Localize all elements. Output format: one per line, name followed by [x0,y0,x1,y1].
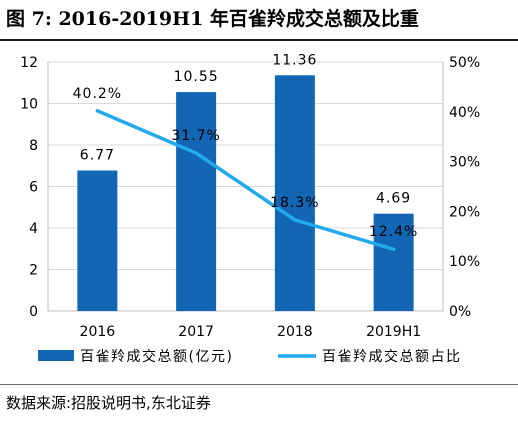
y-left-tick-label: 12 [20,55,38,71]
line-point [95,109,99,113]
y-left-tick-label: 6 [29,180,38,196]
y-left-tick-label: 8 [29,138,38,154]
bar [373,213,414,311]
line-value-label: 18.3% [270,195,319,211]
tick-labels: 0 2 4 6 8 10 12 0% 10% 20% 30% 40% 50% 2016 2017 2018 20… [20,55,480,340]
y-right-tick-label: 50% [449,55,480,71]
data-labels: 6.77 10.55 11.36 4.69 40.2% 31.7% 18.3% 12.4% [73,52,418,240]
source-note: 数据来源:招股说明书,东北证券 [6,394,211,412]
line-value-label: 12.4% [369,224,418,240]
line-point [194,151,198,155]
y-right-tick-label: 40% [449,105,480,121]
y-right-tick-label: 20% [449,204,480,220]
source-divider [0,384,518,385]
y-left-tick-label: 0 [29,304,38,320]
line-series [95,109,396,251]
x-tick-label: 2018 [277,324,313,340]
x-tick-label: 2019H1 [366,324,421,340]
y-right-tick-label: 10% [449,254,480,270]
x-tick-label: 2016 [80,324,116,340]
bar-value-label: 6.77 [80,148,115,164]
bar-series [77,75,414,312]
y-left-tick-label: 4 [29,221,38,237]
figure-title: 图 7: 2016-2019H1 年百雀羚成交总额及比重 [6,8,419,30]
legend-swatch-bar [38,350,74,361]
bar [176,92,217,312]
bar-value-label: 10.55 [174,69,219,85]
bar [274,75,315,311]
line-point [392,247,396,251]
legend-label-bar: 百雀羚成交总额(亿元) [80,348,233,365]
y-left-tick-label: 10 [20,97,38,113]
title-divider [0,39,518,41]
share-line [95,109,396,251]
y-left-tick-label: 2 [29,263,38,279]
line-value-label: 31.7% [171,128,220,144]
legend-label-line: 百雀羚成交总额占比 [322,348,462,365]
y-right-tick-label: 30% [449,155,480,171]
line-value-label: 40.2% [73,86,122,102]
legend: 百雀羚成交总额(亿元) 百雀羚成交总额占比 [38,348,462,365]
line-point [293,218,297,222]
x-tick-label: 2017 [178,324,214,340]
bar-value-label: 4.69 [376,191,411,207]
bar-value-label: 11.36 [272,52,317,68]
bar [77,170,118,311]
y-right-tick-label: 0% [449,304,471,320]
